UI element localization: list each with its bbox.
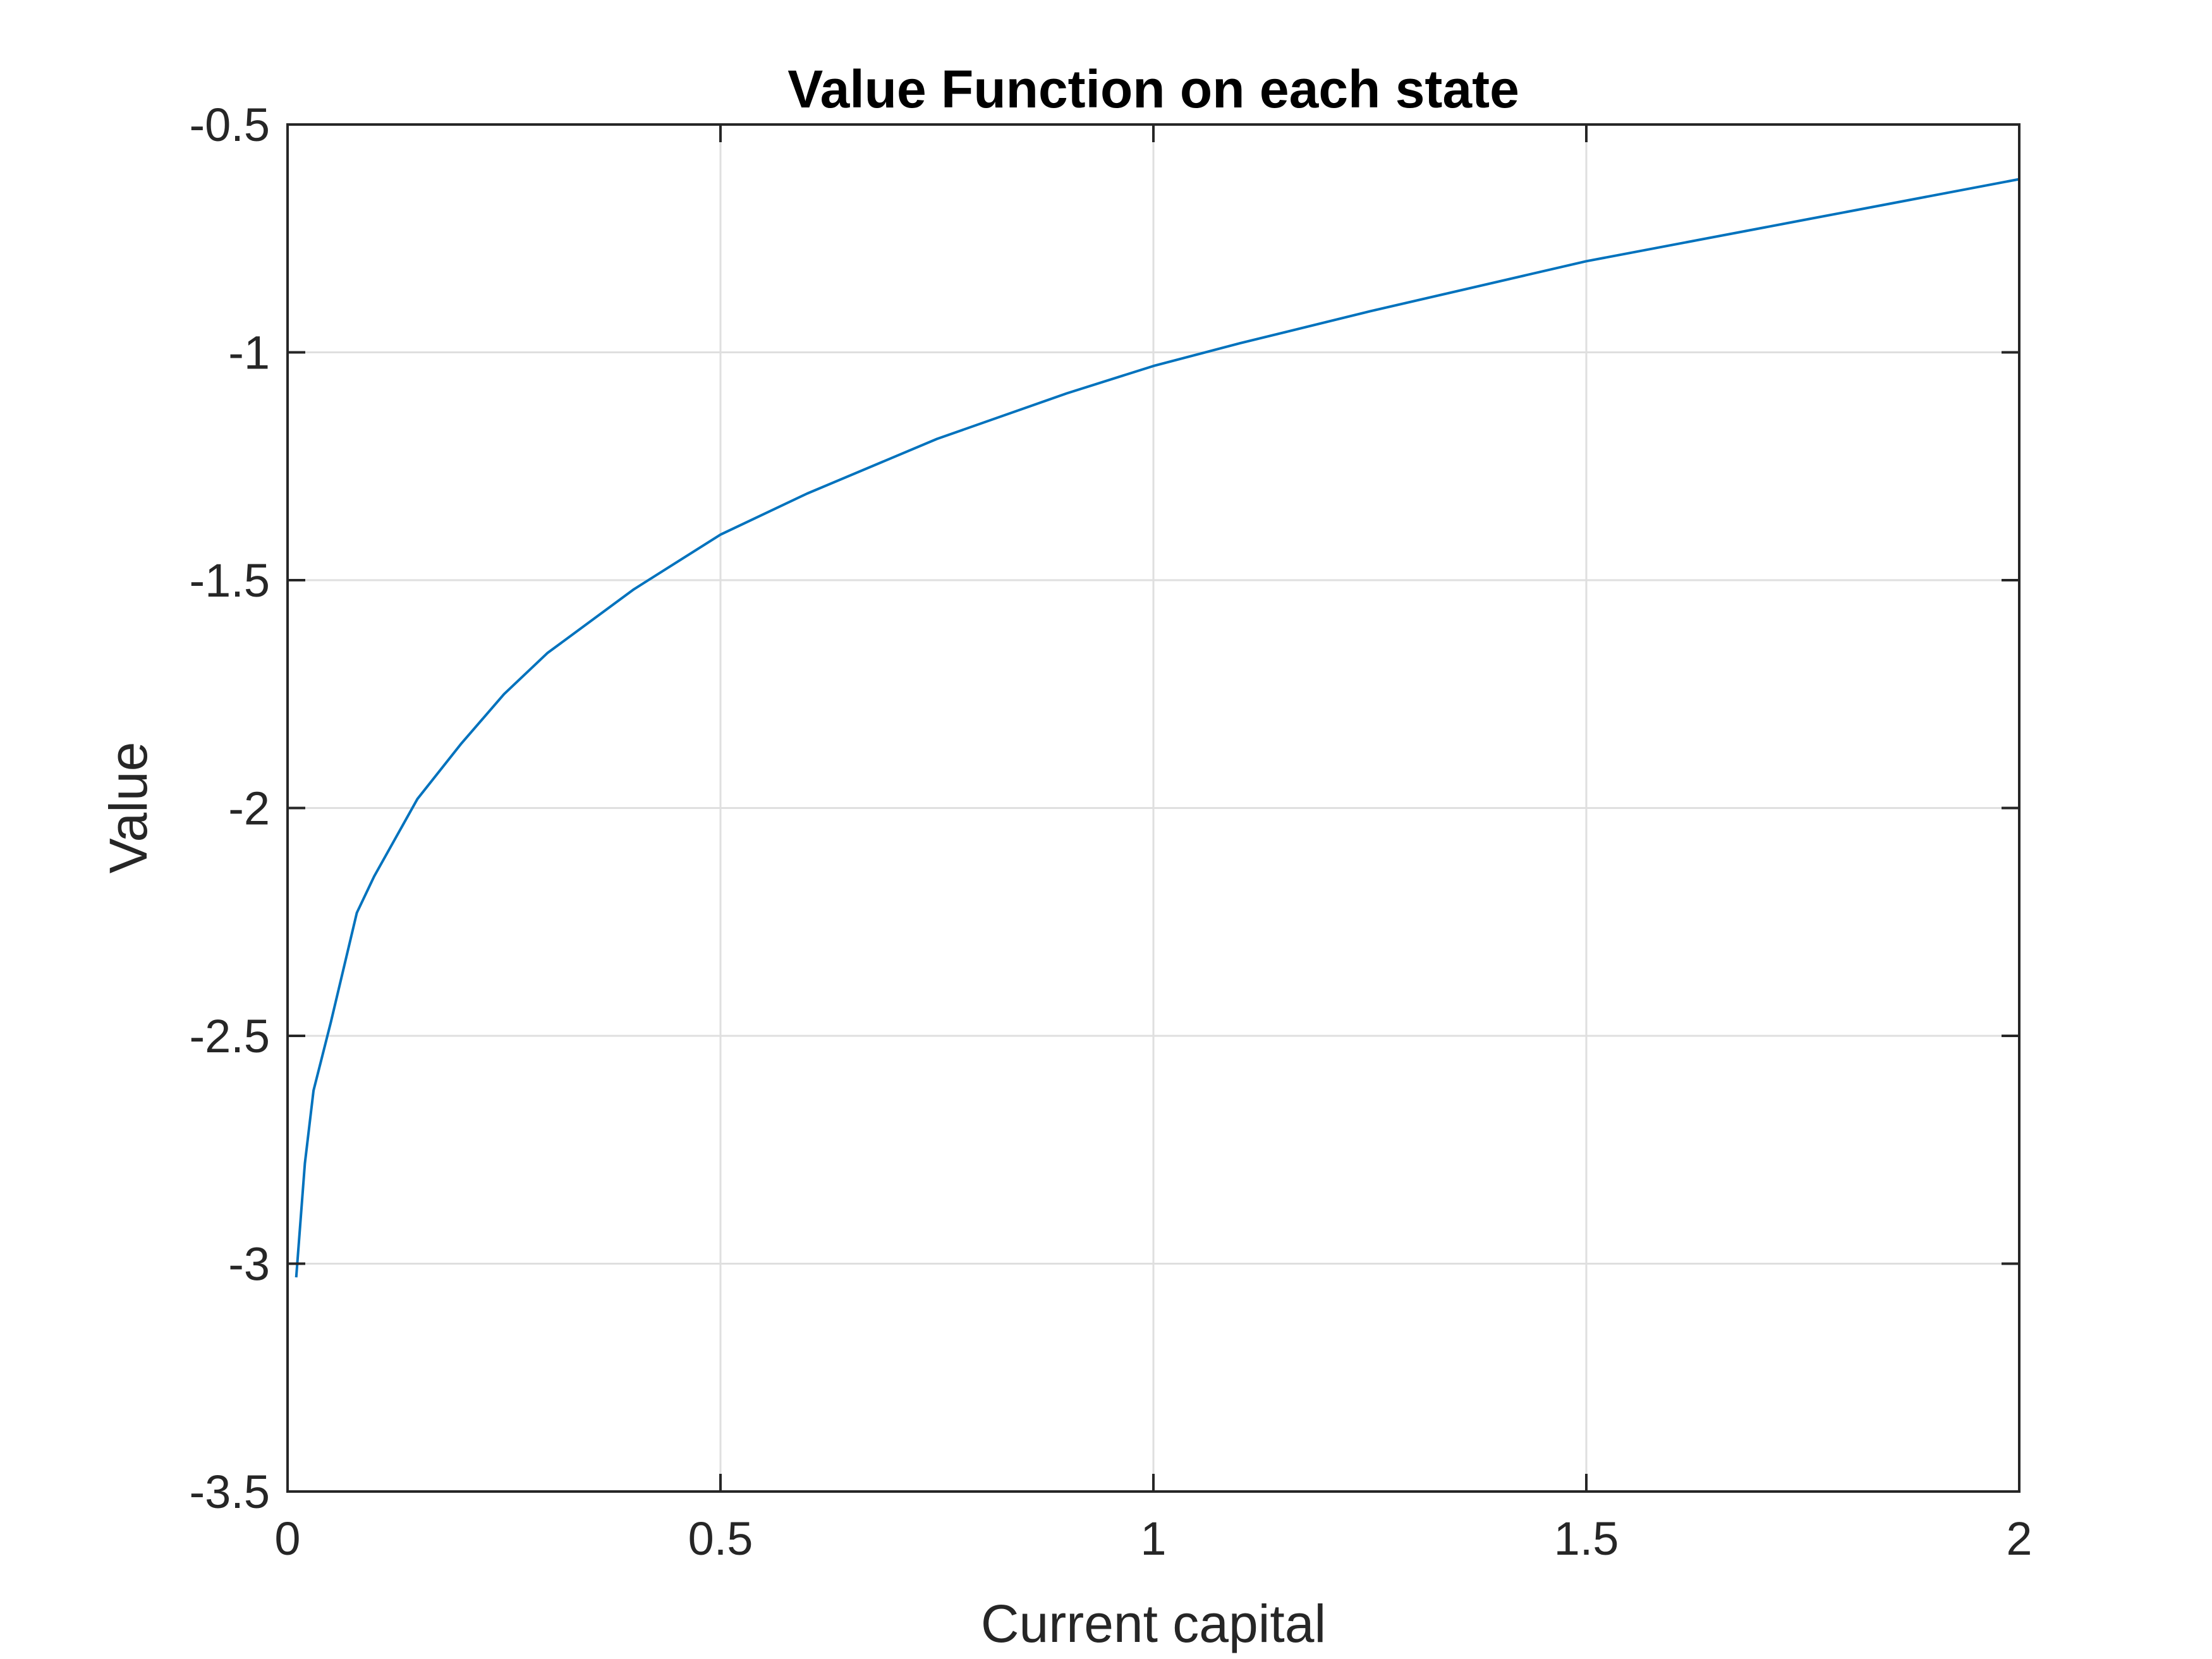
y-tick-label: -3.5 — [189, 1466, 270, 1518]
x-tick-label: 0.5 — [688, 1512, 753, 1565]
chart-title: Value Function on each state — [787, 59, 1519, 119]
ticks: 0 0.5 1 1.5 2 -0.5 -1 -1.5 -2 -2.5 -3 -3.5 — [189, 99, 2032, 1565]
x-tick-label: 1 — [1140, 1512, 1166, 1565]
y-tick-label: -2 — [228, 782, 270, 835]
y-axis-label: Value — [99, 742, 158, 874]
x-tick-label: 1.5 — [1554, 1512, 1619, 1565]
y-tick-label: -3 — [228, 1238, 270, 1291]
grid — [286, 123, 2021, 1493]
y-tick-label: -1.5 — [189, 554, 270, 607]
y-tick-label: -2.5 — [189, 1010, 270, 1062]
value-function-line — [295, 178, 2020, 1278]
y-tick-label: -0.5 — [189, 99, 270, 151]
y-tick-label: -1 — [228, 327, 270, 379]
x-tick-label: 0 — [274, 1512, 300, 1565]
series-group — [295, 178, 2020, 1278]
x-tick-label: 2 — [2006, 1512, 2032, 1565]
x-axis-label: Current capital — [981, 1594, 1326, 1653]
